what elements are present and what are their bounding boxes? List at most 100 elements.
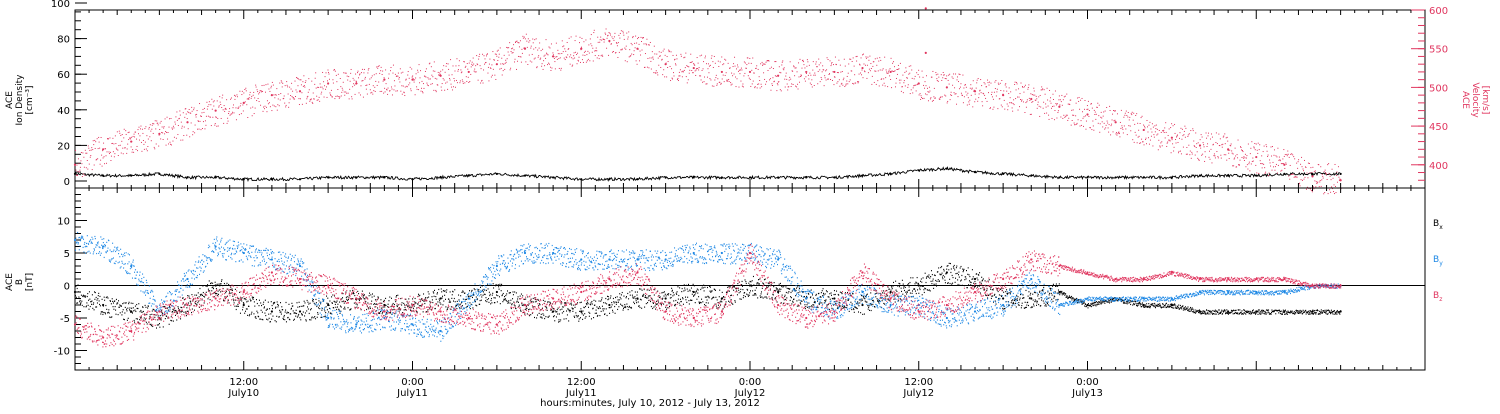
velocity-sample [183, 112, 184, 113]
field-sample [693, 284, 694, 285]
velocity-sample [93, 140, 94, 141]
velocity-sample [734, 57, 735, 58]
velocity-sample [612, 38, 613, 39]
velocity-sample [968, 101, 969, 102]
field-sample [719, 296, 720, 297]
field-sample [254, 301, 255, 302]
velocity-sample [926, 85, 927, 86]
field-sample [545, 301, 546, 302]
field-sample [963, 271, 964, 272]
field-sample [297, 316, 298, 317]
field-sample [626, 296, 627, 297]
field-sample [432, 299, 433, 300]
velocity-sample [1263, 164, 1264, 165]
velocity-sample [561, 68, 562, 69]
velocity-sample [231, 114, 232, 115]
velocity-sample [338, 96, 339, 97]
field-sample [579, 311, 580, 312]
field-sample [589, 313, 590, 314]
velocity-sample [1319, 181, 1320, 182]
field-sample [134, 320, 135, 321]
velocity-sample [1294, 177, 1295, 178]
field-sample [682, 297, 683, 298]
velocity-sample [709, 78, 710, 79]
velocity-sample [77, 171, 78, 172]
field-sample [237, 304, 238, 305]
velocity-sample [914, 85, 915, 86]
field-sample [691, 300, 692, 301]
velocity-sample [876, 65, 877, 66]
velocity-sample [1015, 98, 1016, 99]
velocity-sample [1081, 120, 1082, 121]
field-sample [746, 294, 747, 295]
velocity-sample [1209, 159, 1210, 160]
field-sample [966, 278, 967, 279]
velocity-sample [481, 68, 482, 69]
velocity-sample [234, 99, 235, 100]
field-sample [284, 319, 285, 320]
velocity-sample [421, 88, 422, 89]
data-point [383, 79, 385, 81]
data-point [833, 297, 835, 299]
velocity-sample [204, 128, 205, 129]
field-sample [307, 306, 308, 307]
field-sample [87, 293, 88, 294]
velocity-sample [150, 124, 151, 125]
field-sample [959, 277, 960, 278]
velocity-sample [246, 90, 247, 91]
field-sample [486, 290, 487, 291]
velocity-sample [1013, 103, 1014, 104]
field-sample [316, 306, 317, 307]
velocity-sample [1115, 133, 1116, 134]
field-sample [949, 279, 950, 280]
field-sample [375, 299, 376, 300]
velocity-sample [784, 67, 785, 68]
velocity-sample [449, 78, 450, 79]
data-point [496, 63, 498, 65]
field-sample [435, 296, 436, 297]
field-sample [909, 286, 910, 287]
field-sample [86, 302, 87, 303]
velocity-sample [512, 53, 513, 54]
field-sample [308, 303, 309, 304]
velocity-sample [1120, 128, 1121, 129]
field-sample [395, 301, 396, 302]
velocity-sample [300, 98, 301, 99]
field-sample [98, 293, 99, 294]
field-sample [652, 308, 653, 309]
velocity-sample [749, 58, 750, 59]
velocity-sample [388, 88, 389, 89]
velocity-sample [927, 91, 928, 92]
field-sample [99, 304, 100, 305]
field-sample [985, 280, 986, 281]
field-sample [272, 316, 273, 317]
velocity-sample [1220, 138, 1221, 139]
data-point [1030, 98, 1032, 100]
field-sample [591, 318, 592, 319]
field-sample [388, 300, 389, 301]
velocity-sample [1049, 90, 1050, 91]
velocity-sample [963, 88, 964, 89]
velocity-sample [1101, 112, 1102, 113]
velocity-sample [228, 121, 229, 122]
field-sample [944, 270, 945, 271]
velocity-sample [263, 107, 264, 108]
field-sample [583, 315, 584, 316]
velocity-sample [303, 86, 304, 87]
field-sample [118, 300, 119, 301]
field-sample [917, 277, 918, 278]
velocity-sample [1099, 132, 1100, 133]
field-sample [211, 282, 212, 283]
velocity-sample [1053, 99, 1054, 100]
field-sample [885, 296, 886, 297]
velocity-sample [1110, 110, 1111, 111]
velocity-sample [504, 69, 505, 70]
field-sample [972, 269, 973, 270]
field-sample [795, 295, 796, 296]
field-sample [522, 295, 523, 296]
field-sample [254, 306, 255, 307]
field-sample [737, 283, 738, 284]
velocity-sample [404, 92, 405, 93]
velocity-sample [1110, 134, 1111, 135]
field-sample [615, 297, 616, 298]
